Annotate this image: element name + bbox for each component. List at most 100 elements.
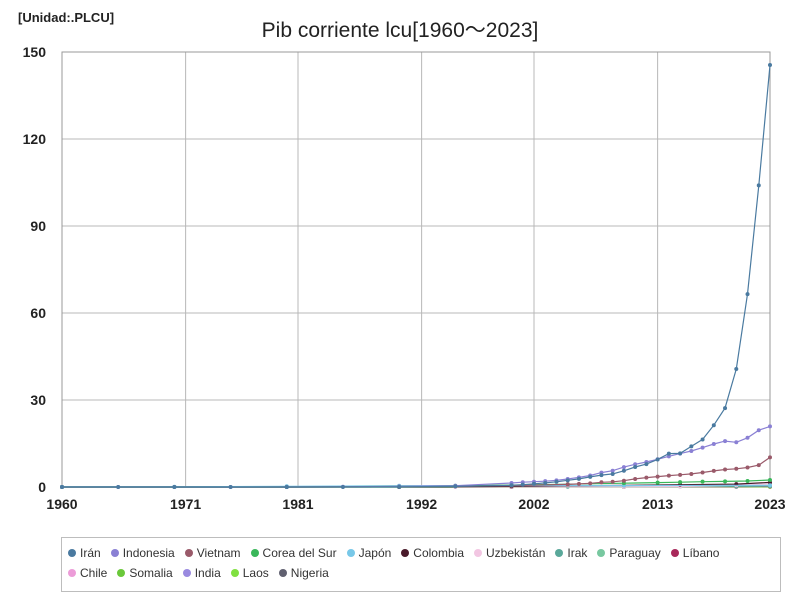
legend-marker xyxy=(474,549,482,557)
legend-item: Somalia xyxy=(117,563,173,583)
data-point xyxy=(711,468,716,473)
legend-item: Laos xyxy=(230,563,269,583)
data-point xyxy=(756,463,761,468)
data-point xyxy=(576,476,581,481)
data-point xyxy=(756,428,761,433)
legend-item: Chile xyxy=(68,563,107,583)
legend-marker xyxy=(401,549,410,557)
data-point xyxy=(678,480,683,485)
legend-item: Uzbekistán xyxy=(474,543,545,563)
data-point xyxy=(565,478,570,483)
legend-marker xyxy=(110,549,119,557)
data-point xyxy=(666,451,671,456)
legend-label: Laos xyxy=(242,566,269,580)
series-line xyxy=(399,456,771,488)
legend-label: Irán xyxy=(80,546,101,560)
data-point xyxy=(633,476,638,481)
data-point xyxy=(610,471,615,476)
x-tick-label: 2023 xyxy=(754,496,785,512)
series-line xyxy=(62,65,771,488)
data-point xyxy=(768,483,772,488)
x-tick-label: 1981 xyxy=(282,496,313,512)
data-point xyxy=(734,366,739,371)
data-point xyxy=(678,472,683,477)
grid-lines xyxy=(61,51,771,488)
x-tick-label: 1992 xyxy=(406,496,437,512)
legend-label: Somalia xyxy=(129,566,173,580)
data-point xyxy=(745,465,750,470)
legend-marker xyxy=(184,549,193,557)
data-point xyxy=(700,470,705,475)
legend-marker xyxy=(555,549,564,557)
legend-marker xyxy=(68,549,76,557)
data-point xyxy=(610,479,615,484)
x-tick-label: 2002 xyxy=(518,496,549,512)
data-point xyxy=(565,482,570,487)
y-tick-label: 0 xyxy=(38,479,46,495)
legend-marker xyxy=(670,549,679,557)
data-point xyxy=(610,468,615,473)
data-point xyxy=(700,479,705,484)
data-point xyxy=(734,440,739,445)
data-point xyxy=(768,478,772,483)
data-point xyxy=(723,467,728,472)
x-tick-label: 1960 xyxy=(46,496,77,512)
data-point xyxy=(599,473,604,478)
legend-item: Líbano xyxy=(670,543,720,563)
legend-item: Japón xyxy=(346,543,391,563)
data-point xyxy=(599,480,604,485)
tick-labels: 0 30 60 90 120 150 1960 1971 1981 1992 2002 2013 202… xyxy=(23,44,786,512)
data-point xyxy=(768,424,772,429)
data-point xyxy=(554,479,559,484)
data-point xyxy=(723,479,728,484)
data-point xyxy=(689,444,694,449)
data-point xyxy=(700,445,705,450)
data-point xyxy=(745,478,750,483)
chart-title: Pib corriente lcu[1960～2023] xyxy=(261,19,539,42)
data-point xyxy=(723,439,728,444)
legend-item: Colombia xyxy=(401,543,464,563)
data-point xyxy=(228,485,233,489)
legend-item: Nigeria xyxy=(278,563,329,583)
legend-label: India xyxy=(194,566,221,580)
x-tick-label: 2013 xyxy=(642,496,673,512)
data-point xyxy=(621,465,626,470)
data-point xyxy=(666,473,671,478)
legend-label: Vietnam xyxy=(196,546,241,560)
data-point xyxy=(678,451,683,456)
legend-marker xyxy=(182,569,191,577)
data-point xyxy=(768,63,772,68)
plot-frame xyxy=(61,51,771,488)
legend-marker xyxy=(250,549,259,557)
data-point xyxy=(711,423,716,428)
data-point xyxy=(453,484,458,489)
data-point xyxy=(655,474,660,479)
legend-item: India xyxy=(182,563,221,583)
legend-item: Indonesia xyxy=(110,543,175,563)
legend-label: Chile xyxy=(80,566,108,580)
data-point xyxy=(745,435,750,440)
legend: Irán Indonesia Vietnam Corea del Sur Japón Co… xyxy=(61,537,781,592)
data-point xyxy=(734,466,739,471)
data-point xyxy=(576,481,581,486)
data-point xyxy=(543,480,548,485)
y-tick-label: 60 xyxy=(30,305,46,321)
data-point xyxy=(644,462,649,467)
legend-marker xyxy=(117,569,126,577)
legend-item: Irán xyxy=(68,543,101,563)
legend-item: Paraguay xyxy=(597,543,661,563)
legend-item: Irak xyxy=(555,543,587,563)
y-tick-label: 30 xyxy=(30,392,46,408)
data-point xyxy=(689,449,694,454)
data-point xyxy=(711,441,716,446)
legend-label: Líbano xyxy=(682,546,720,560)
data-point xyxy=(700,437,705,442)
data-point xyxy=(588,481,593,486)
data-point xyxy=(633,464,638,469)
legend-marker xyxy=(68,569,76,577)
legend-marker xyxy=(346,549,355,557)
y-tick-label: 150 xyxy=(23,44,47,60)
legend-label: Corea del Sur xyxy=(262,546,337,560)
legend-label: Uzbekistán xyxy=(486,546,546,560)
data-point xyxy=(723,406,728,411)
